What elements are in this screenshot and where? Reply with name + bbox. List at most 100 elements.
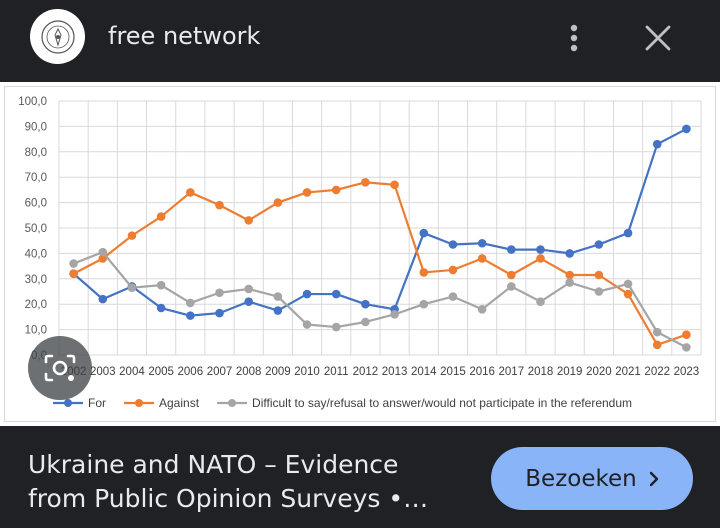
x-tick-label: 2015: [440, 366, 466, 378]
data-point: [331, 185, 341, 195]
x-tick-label: 2009: [265, 366, 291, 378]
data-point: [302, 289, 312, 299]
x-tick-label: 2022: [644, 366, 670, 378]
lens-search-button[interactable]: [28, 336, 92, 400]
x-tick-label: 2019: [557, 366, 583, 378]
data-point: [156, 280, 166, 290]
data-point: [390, 180, 399, 190]
x-tick-label: 2023: [674, 366, 700, 378]
data-point: [448, 292, 458, 301]
legend-label: Against: [159, 396, 200, 410]
y-tick-label: 100,0: [18, 96, 47, 108]
seal-logo-icon: [40, 19, 75, 54]
data-point: [390, 310, 399, 319]
data-point: [419, 228, 429, 238]
chevron-right-icon: [649, 471, 658, 486]
data-point: [623, 228, 633, 238]
data-point: [565, 270, 574, 280]
data-point: [331, 322, 341, 332]
site-logo-avatar[interactable]: [30, 9, 85, 64]
data-point: [448, 240, 458, 249]
data-point: [594, 287, 604, 296]
site-name[interactable]: free network: [108, 22, 261, 50]
x-tick-label: 2004: [119, 366, 145, 378]
series-line-0: [72, 127, 687, 317]
data-point: [273, 306, 283, 315]
y-tick-label: 10,0: [25, 325, 47, 337]
data-point: [536, 254, 545, 263]
data-point: [507, 270, 516, 280]
series-line-1: [73, 181, 687, 346]
data-point: [536, 297, 545, 306]
data-point: [536, 245, 545, 254]
result-footer: Ukraine and NATO – Evidence from Public …: [0, 426, 720, 528]
data-point: [682, 343, 691, 352]
x-tick-label: 2020: [586, 366, 612, 378]
top-bar: free network: [0, 0, 720, 82]
more-options-button[interactable]: [558, 18, 590, 58]
data-point: [156, 303, 166, 313]
data-point: [448, 265, 458, 275]
y-tick-label: 30,0: [25, 274, 47, 286]
data-point: [244, 284, 253, 294]
x-tick-label: 2003: [90, 366, 116, 378]
data-point: [244, 297, 253, 306]
legend-swatch-marker: [135, 399, 143, 407]
data-point: [127, 283, 137, 292]
data-point: [507, 245, 516, 254]
x-tick-label: 2014: [411, 366, 437, 378]
data-point: [419, 268, 429, 277]
y-tick-label: 80,0: [25, 147, 47, 159]
data-point: [215, 308, 224, 318]
data-point: [69, 269, 78, 279]
x-tick-label: 2017: [499, 366, 525, 378]
data-point: [623, 289, 633, 299]
data-point: [273, 292, 283, 301]
data-point: [361, 299, 370, 309]
lens-search-icon: [44, 354, 76, 382]
data-point: [361, 177, 370, 187]
x-tick-label: 2007: [207, 366, 233, 378]
data-point: [244, 216, 253, 225]
legend-swatch-marker: [228, 399, 237, 407]
data-point: [98, 294, 108, 304]
data-point: [594, 240, 604, 249]
data-point: [477, 304, 487, 314]
more-vert-icon: [570, 24, 578, 52]
data-point: [652, 139, 662, 149]
data-point: [565, 249, 574, 258]
legend-label: Difficult to say/refusal to answer/would…: [252, 396, 632, 410]
x-tick-label: 2012: [353, 366, 379, 378]
y-tick-label: 50,0: [25, 223, 47, 235]
data-point: [652, 327, 662, 337]
data-point: [477, 238, 487, 248]
data-point: [186, 298, 195, 308]
y-tick-label: 60,0: [25, 198, 47, 210]
y-tick-label: 20,0: [25, 299, 47, 311]
preview-image[interactable]: 0,010,020,030,040,050,060,070,080,090,01…: [0, 82, 720, 426]
data-point: [682, 330, 691, 339]
data-point: [361, 317, 370, 327]
close-icon: [645, 25, 671, 51]
chart-frame: 0,010,020,030,040,050,060,070,080,090,01…: [4, 86, 716, 422]
data-point: [98, 247, 108, 257]
data-point: [127, 231, 137, 240]
y-tick-label: 40,0: [25, 248, 47, 260]
close-button[interactable]: [638, 18, 678, 58]
data-point: [682, 124, 691, 134]
y-tick-label: 70,0: [25, 172, 47, 184]
result-title-line-1[interactable]: Ukraine and NATO – Evidence: [28, 450, 399, 479]
x-tick-label: 2008: [236, 366, 262, 378]
data-point: [156, 212, 166, 221]
data-point: [186, 311, 195, 320]
data-point: [477, 254, 487, 263]
data-point: [215, 288, 224, 298]
data-point: [69, 259, 78, 268]
line-chart: 0,010,020,030,040,050,060,070,080,090,01…: [18, 96, 702, 410]
result-title-line-2[interactable]: from Public Opinion Surveys •…: [28, 484, 429, 513]
legend-label: For: [88, 396, 106, 410]
x-tick-label: 2006: [178, 366, 204, 378]
visit-button[interactable]: Bezoeken: [491, 447, 693, 510]
data-point: [507, 282, 516, 291]
data-point: [273, 198, 283, 207]
